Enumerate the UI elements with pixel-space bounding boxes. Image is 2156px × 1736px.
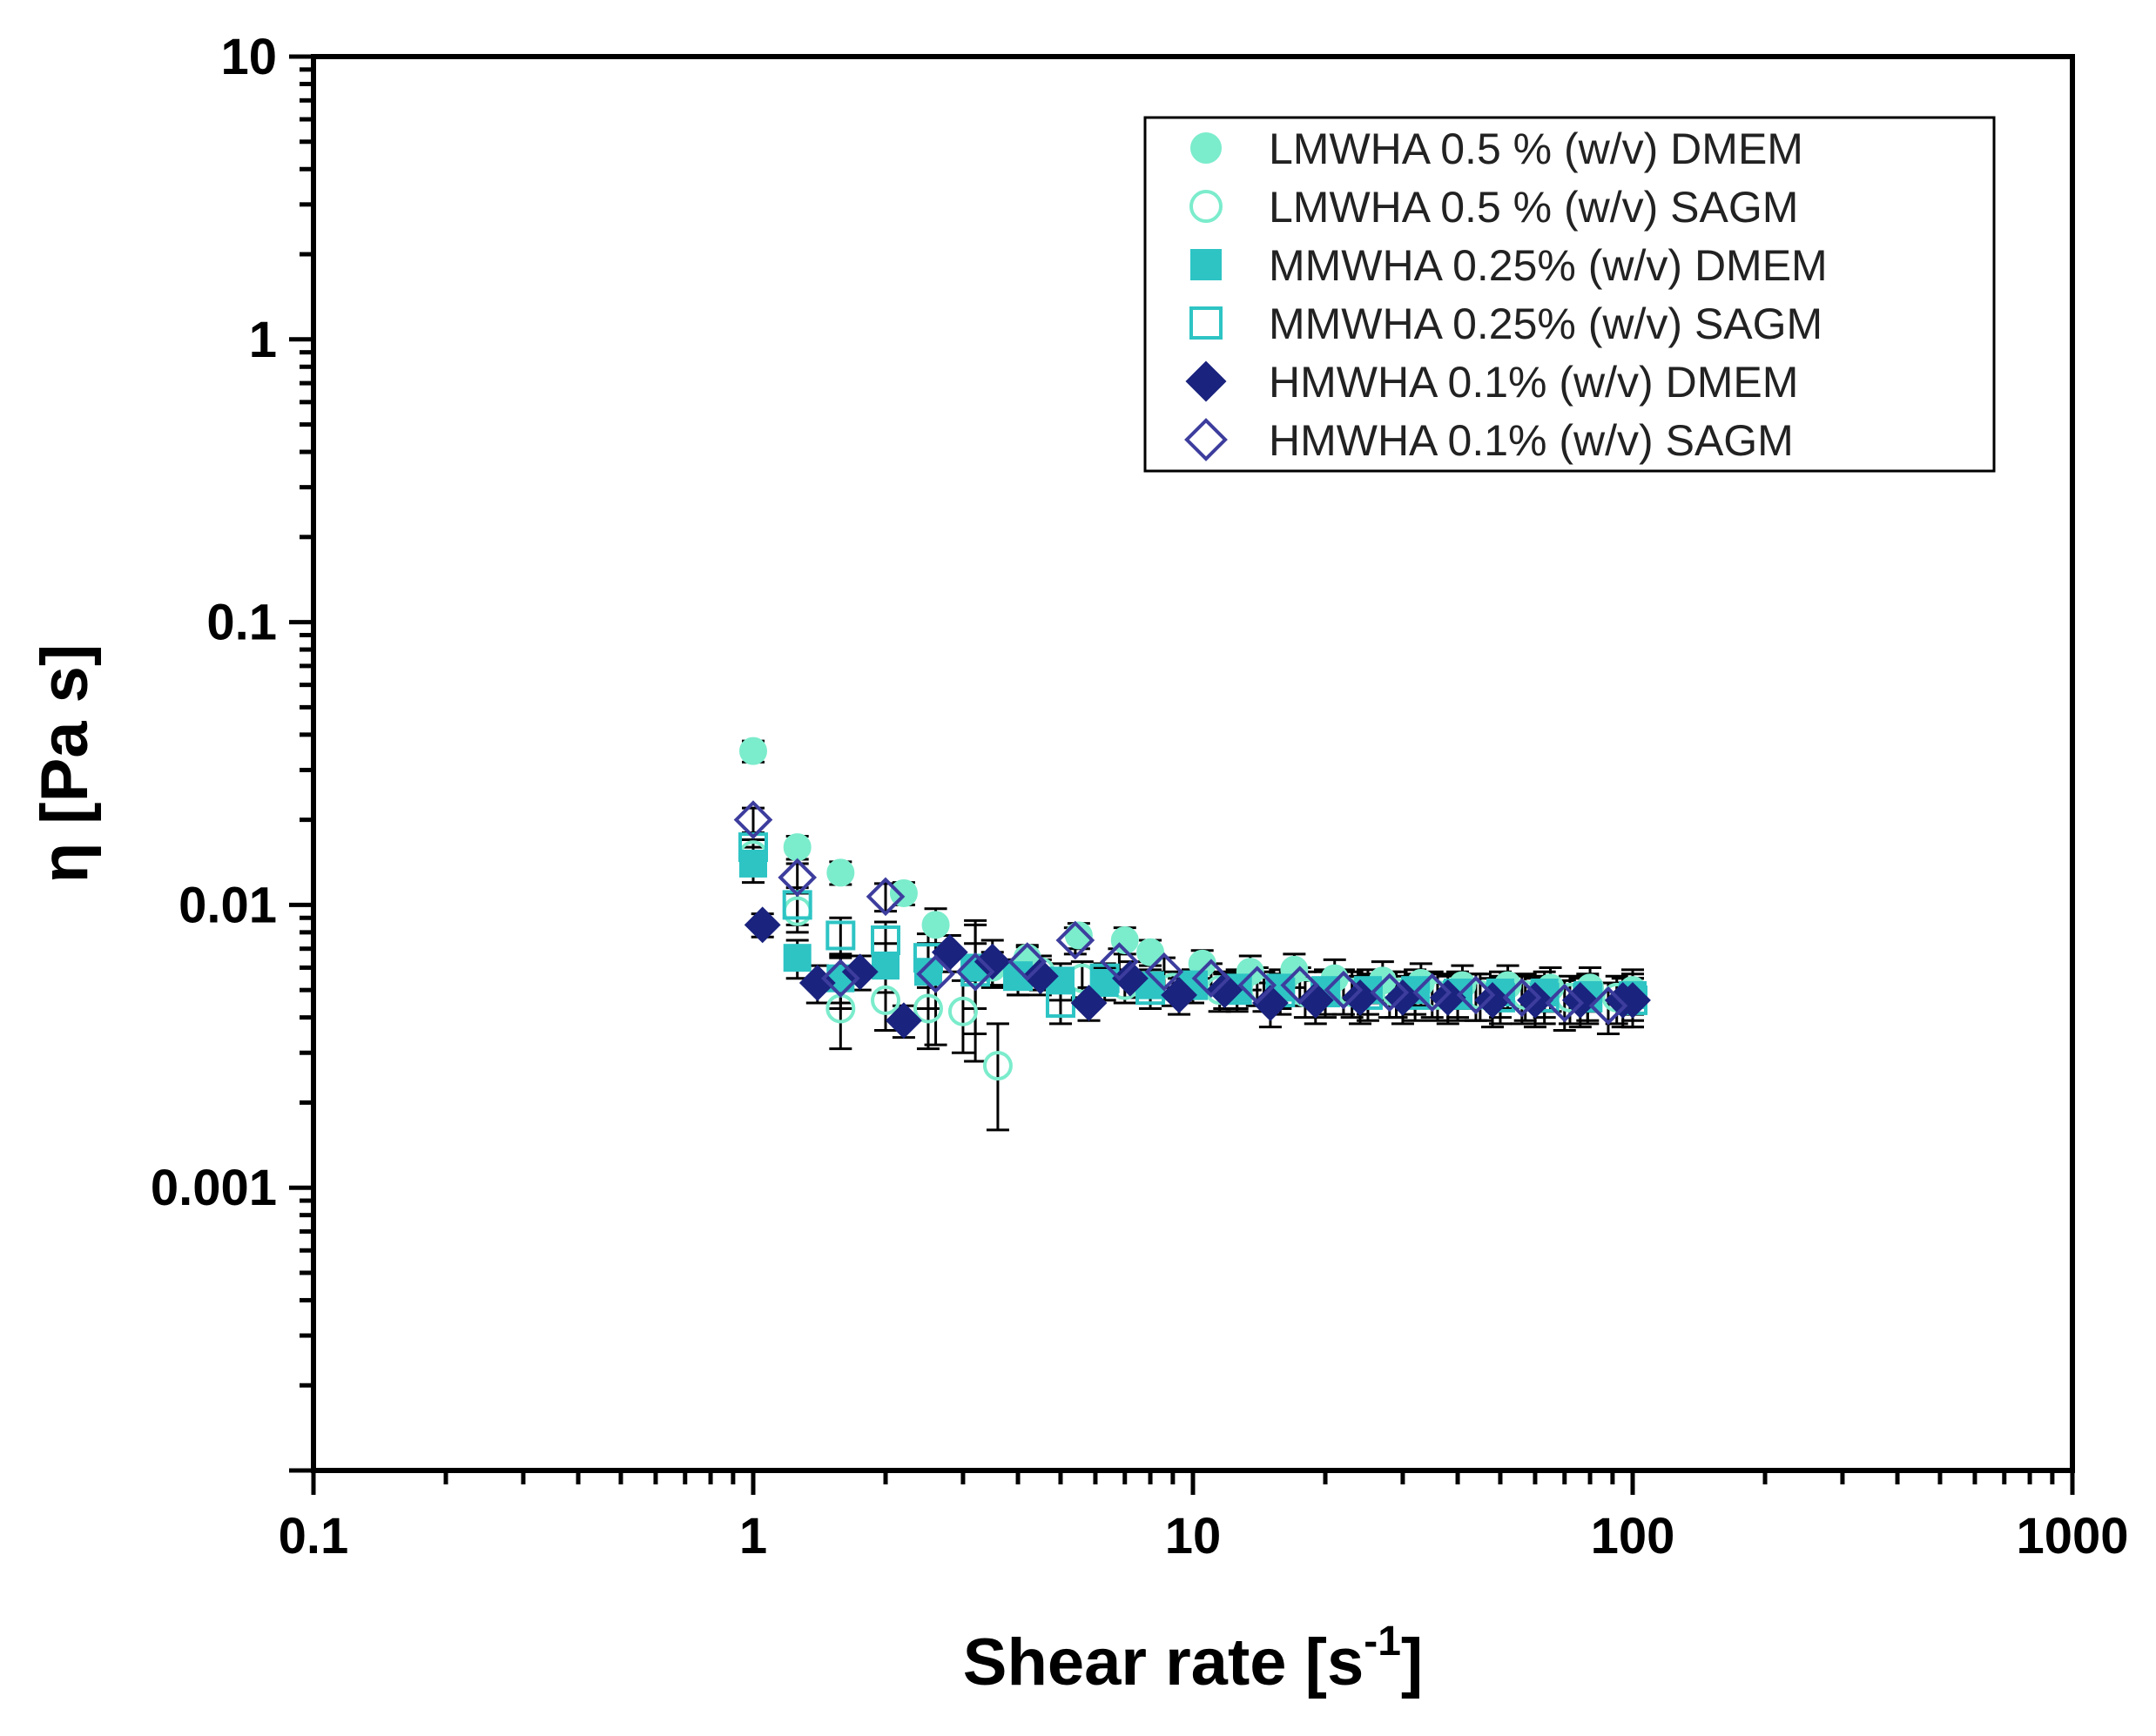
error-bars xyxy=(742,739,1644,1132)
data-point xyxy=(1064,921,1093,950)
data-point xyxy=(1144,952,1184,992)
data-point xyxy=(886,1002,922,1040)
data-point xyxy=(913,993,943,1024)
data-point xyxy=(1370,972,1410,1013)
data-point xyxy=(1280,966,1320,1005)
data-point xyxy=(783,833,812,862)
y-tick-label: 0.001 xyxy=(151,1160,277,1216)
data-point xyxy=(1100,942,1139,981)
data-point xyxy=(744,906,781,944)
x-axis-title: Shear rate [s-1] xyxy=(963,1618,1423,1699)
data-point xyxy=(1456,975,1496,1015)
data-point xyxy=(778,858,818,898)
y-axis-title: η [Pa s] xyxy=(28,644,102,884)
legend-marker-6 xyxy=(1184,418,1228,461)
data-point xyxy=(820,959,860,999)
data-point xyxy=(955,952,995,992)
y-tick-label: 1 xyxy=(249,312,277,368)
data-point xyxy=(1412,972,1452,1013)
legend-marker-3 xyxy=(1190,249,1222,280)
data-point xyxy=(872,952,900,980)
data-point xyxy=(1021,958,1059,995)
x-tick-label: 1 xyxy=(739,1508,767,1564)
data-point xyxy=(1191,959,1231,999)
data-point xyxy=(733,800,773,839)
data-point xyxy=(825,920,856,951)
y-tick-label: 10 xyxy=(220,29,277,85)
data-point xyxy=(871,985,901,1015)
x-axis-title-superscript: -1 xyxy=(1364,1618,1401,1665)
legend-box xyxy=(1143,116,1996,473)
data-point xyxy=(1206,972,1243,1009)
legend: LMWHA 0.5 % (w/v) DMEM LMWHA 0.5 % (w/v) … xyxy=(1143,116,1996,473)
data-point xyxy=(739,849,767,878)
data-point xyxy=(1136,938,1165,966)
data-point xyxy=(1070,985,1108,1021)
legend-marker-5 xyxy=(1185,360,1227,402)
legend-label-1: LMWHA 0.5 % (w/v) DMEM xyxy=(1269,124,1803,173)
data-point xyxy=(826,858,855,887)
legend-label-6: HMWHA 0.1% (w/v) SAGM xyxy=(1269,416,1794,465)
x-tick-label: 100 xyxy=(1591,1508,1675,1564)
x-axis-title-end: ] xyxy=(1401,1625,1423,1699)
data-point xyxy=(1252,985,1289,1021)
data-point xyxy=(1055,920,1095,960)
data-point xyxy=(1161,977,1197,1013)
y-tick-label: 0.01 xyxy=(179,877,277,933)
data-point xyxy=(921,911,950,939)
y-tick-label: 0.1 xyxy=(206,595,277,651)
data-point xyxy=(866,877,906,917)
series-6-markers xyxy=(733,800,1628,1026)
data-markers xyxy=(733,737,1651,1081)
legend-marker-4 xyxy=(1189,306,1223,340)
legend-marker-1 xyxy=(1190,132,1222,164)
data-point xyxy=(1297,982,1334,1019)
data-point xyxy=(1237,966,1277,1005)
legend-label-2: LMWHA 0.5 % (w/v) SAGM xyxy=(1269,183,1798,232)
data-point xyxy=(738,832,768,863)
axis-ticks: 0.1 1 10 100 1000 0.001 0.01 0.1 1 10 xyxy=(151,29,2129,1564)
legend-label-4: MMWHA 0.25% (w/v) SAGM xyxy=(1269,299,1822,348)
x-tick-label: 10 xyxy=(1165,1508,1222,1564)
data-point xyxy=(1324,970,1364,1010)
data-point xyxy=(1545,983,1585,1023)
x-axis-title-main: Shear rate [s xyxy=(963,1625,1364,1699)
legend-label-3: MMWHA 0.25% (w/v) DMEM xyxy=(1269,241,1828,290)
data-point xyxy=(1007,942,1048,981)
data-point xyxy=(871,925,901,955)
data-point xyxy=(1502,978,1542,1018)
data-point xyxy=(1429,979,1466,1016)
x-tick-label: 1000 xyxy=(2016,1508,2128,1564)
data-point xyxy=(1588,986,1628,1026)
x-tick-label: 0.1 xyxy=(279,1508,349,1564)
legend-label-5: HMWHA 0.1% (w/v) DMEM xyxy=(1269,358,1798,407)
data-point xyxy=(974,943,1011,980)
data-point xyxy=(1474,982,1511,1019)
data-point xyxy=(1112,959,1149,997)
data-point xyxy=(782,890,812,920)
data-point xyxy=(982,1051,1013,1081)
data-point xyxy=(841,953,879,991)
data-point xyxy=(783,944,812,972)
data-point xyxy=(947,996,978,1026)
data-point xyxy=(916,954,955,994)
data-point xyxy=(739,737,767,765)
legend-items: LMWHA 0.5 % (w/v) DMEM LMWHA 0.5 % (w/v) … xyxy=(1184,124,1828,465)
legend-marker-2 xyxy=(1189,190,1223,223)
